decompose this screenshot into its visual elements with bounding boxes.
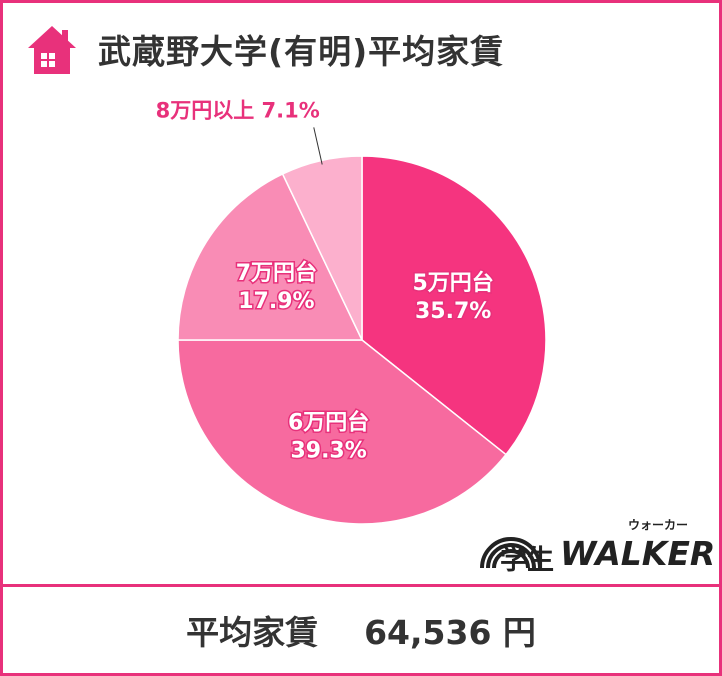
leader-line-4 xyxy=(313,127,323,165)
pie-slice-2 xyxy=(177,339,508,525)
slice-label-3: 7万円台 xyxy=(236,260,317,286)
slice-label-1: 5万円台 xyxy=(413,270,494,296)
header: 武蔵野大学(有明)平均家賃 xyxy=(24,22,504,76)
slice-label-4: 8万円以上 7.1% xyxy=(156,98,320,122)
footer-divider xyxy=(0,584,722,587)
page-title: 武蔵野大学(有明)平均家賃 xyxy=(98,32,505,71)
pie-slice-3 xyxy=(177,173,364,341)
brand-kana: ウォーカー xyxy=(628,518,689,532)
footer-label: 平均家賃 xyxy=(186,613,319,652)
pie-chart: 5万円台 35.7% 6万円台 39.3% 7万円台 17.9% 8万円以上 7.1% xyxy=(156,98,547,525)
house-icon xyxy=(28,26,76,74)
brand-kanji: 学生 xyxy=(500,545,554,576)
slice-value-3: 17.9% xyxy=(238,289,314,314)
brand-latin: WALKER xyxy=(560,534,716,573)
rainbow-arc-icon xyxy=(480,537,542,569)
footer: 平均家賃 64,536 円 xyxy=(0,587,722,673)
footer-amount: 64,536 円 xyxy=(364,613,536,652)
brand-logo: 学生 WALKER ウォーカー xyxy=(476,510,715,576)
pie-slice-1 xyxy=(361,155,547,456)
slice-label-2: 6万円台 xyxy=(288,410,369,436)
slice-value-1: 35.7% xyxy=(415,299,491,324)
slice-value-2: 39.3% xyxy=(290,439,366,464)
